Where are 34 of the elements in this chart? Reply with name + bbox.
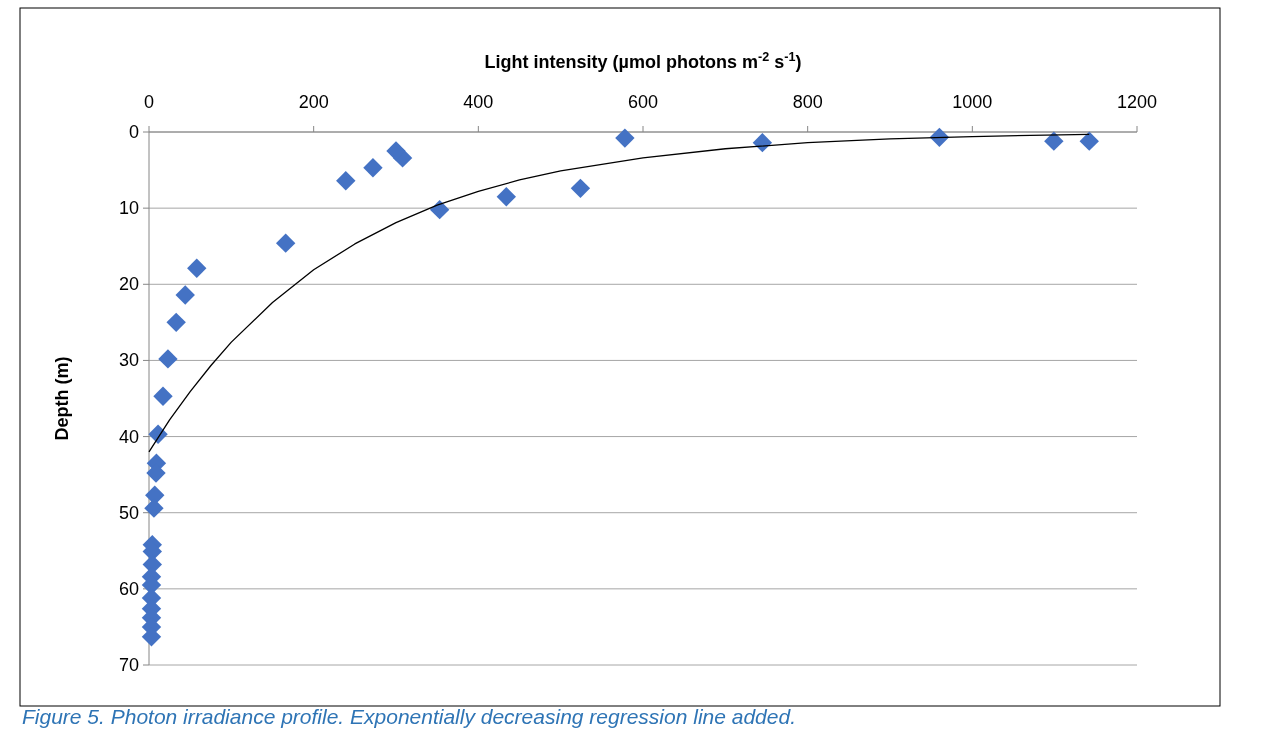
y-tick-label: 30 <box>118 350 139 371</box>
y-tick-label: 10 <box>118 198 139 219</box>
point <box>144 498 164 518</box>
point <box>187 258 207 278</box>
point <box>363 158 383 178</box>
point <box>166 312 186 333</box>
point <box>275 233 296 253</box>
point <box>1079 131 1099 151</box>
y-tick-label: 0 <box>128 122 139 142</box>
point <box>570 178 591 199</box>
point <box>175 285 195 305</box>
x-tick-label: 1000 <box>952 92 993 112</box>
x-tick-label: 400 <box>463 92 494 112</box>
caption: Figure 5. Photon irradiance profile. Exponentially decreasing regression line added. <box>22 705 796 728</box>
point <box>153 386 173 406</box>
point <box>158 349 178 369</box>
y-tick-label: 40 <box>118 426 139 447</box>
x-tick-label: 200 <box>298 92 329 112</box>
point <box>496 187 517 207</box>
point <box>615 128 635 148</box>
point <box>386 141 406 161</box>
x-tick-label: 600 <box>627 92 659 112</box>
x-tick-label: 800 <box>792 92 823 112</box>
point <box>336 171 356 191</box>
y-tick-label: 60 <box>118 578 139 599</box>
point <box>148 424 168 444</box>
y-axis-title: Depth (m) <box>52 356 72 441</box>
x-tick-label: 1200 <box>1116 92 1158 112</box>
point <box>1044 131 1064 151</box>
y-tick-label: 20 <box>118 274 139 295</box>
y-tick-label: 70 <box>118 655 139 675</box>
y-tick-label: 50 <box>118 502 139 523</box>
x-axis-title: Light intensity (µmol photons m$^{-2}$ s$^{-1}$) <box>484 50 802 72</box>
x-tick-label: 0 <box>143 92 155 112</box>
